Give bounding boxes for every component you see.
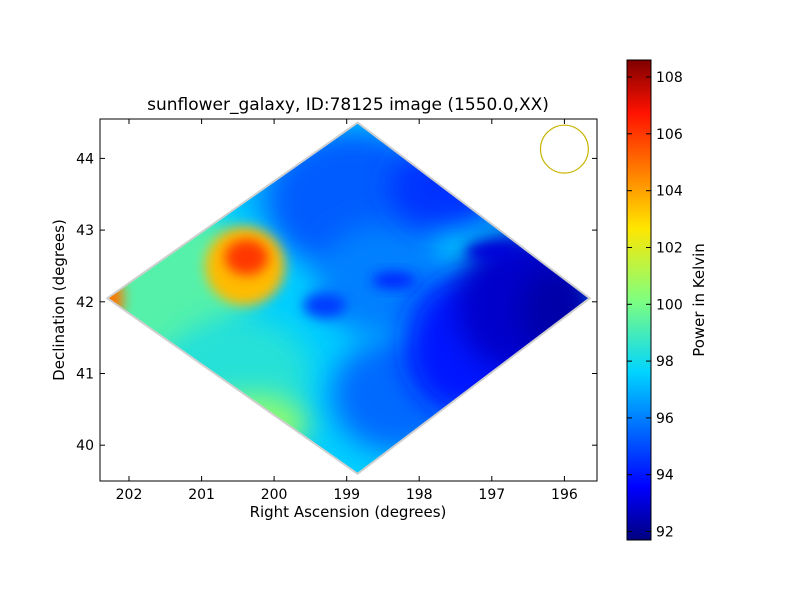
y-tick-label: 40 <box>76 438 94 454</box>
colorbar-tick-label: 106 <box>656 127 683 143</box>
x-tick-label: 200 <box>261 487 288 503</box>
footprint-outline <box>105 121 592 476</box>
heatmap-layer <box>107 122 590 474</box>
colorbar-tick-label: 104 <box>656 184 683 200</box>
x-tick-label: 201 <box>188 487 215 503</box>
x-tick-label: 196 <box>551 487 578 503</box>
colorbar-tick-label: 100 <box>656 297 683 313</box>
y-tick-label: 44 <box>76 151 94 167</box>
colorbar-tick-label: 96 <box>656 411 674 427</box>
colorbar-tick-label: 98 <box>656 354 674 370</box>
colorbar-tick-label: 108 <box>656 70 683 86</box>
colorbar-tick-label: 92 <box>656 525 674 541</box>
colorbar-label: Power in Kelvin <box>690 243 708 357</box>
x-tick-label: 197 <box>478 487 505 503</box>
x-axis-label: Right Ascension (degrees) <box>250 503 447 521</box>
plot-frame <box>99 118 598 482</box>
x-tick-label: 202 <box>116 487 143 503</box>
y-tick-label: 41 <box>76 367 94 383</box>
colorbar-tick-label: 102 <box>656 241 683 257</box>
y-tick-label: 42 <box>76 295 94 311</box>
y-axis-label: Declination (degrees) <box>50 219 68 381</box>
colorbar-tick-label: 94 <box>656 468 674 484</box>
x-tick-label: 199 <box>333 487 360 503</box>
x-tick-label: 198 <box>406 487 433 503</box>
beam-circle <box>539 124 589 174</box>
y-axis: 40 41 42 43 44 <box>76 151 597 454</box>
colorbar <box>626 59 652 541</box>
colorbar-ticks: 92 94 96 98 100 102 104 106 108 <box>627 70 683 541</box>
x-axis: 202 201 200 199 198 197 196 <box>116 119 578 503</box>
y-tick-label: 43 <box>76 223 94 239</box>
chart-title: sunflower_galaxy, ID:78125 image (1550.0… <box>147 95 549 115</box>
